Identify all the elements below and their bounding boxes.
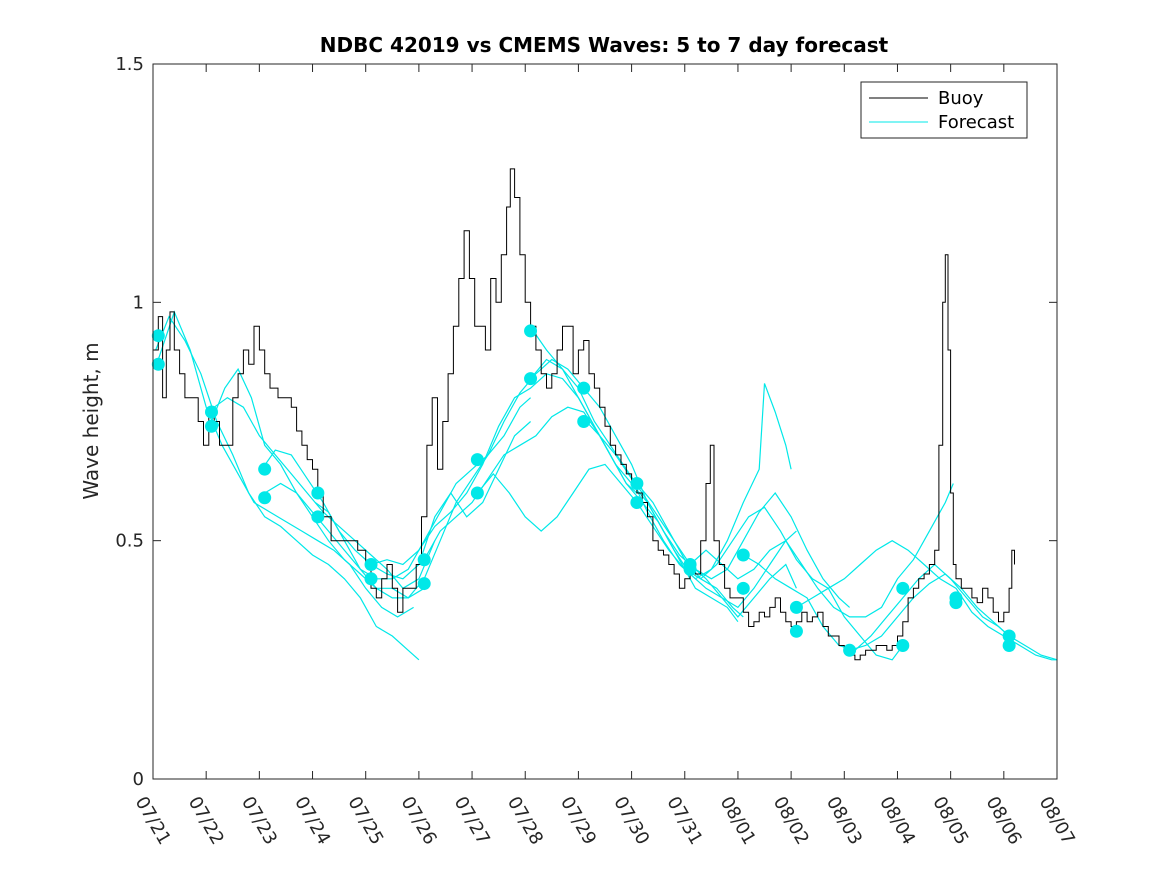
x-tick-label: 08/07	[1035, 793, 1079, 848]
forecast-marker	[417, 577, 431, 591]
forecast-marker	[524, 372, 538, 386]
x-tick-label: 07/26	[397, 793, 441, 848]
forecast-marker	[896, 581, 910, 595]
forecast-marker	[258, 462, 272, 476]
forecast-marker	[204, 419, 218, 433]
x-tick-label: 07/31	[662, 793, 706, 848]
forecast-line	[264, 397, 531, 580]
x-tick-label: 08/06	[981, 793, 1025, 848]
forecast-marker	[736, 581, 750, 595]
forecast-line	[261, 421, 531, 580]
forecast-marker	[204, 405, 218, 419]
forecast-marker	[736, 548, 750, 562]
legend-forecast-label: Forecast	[938, 112, 1014, 133]
forecast-line	[585, 383, 792, 580]
forecast-marker	[577, 381, 591, 395]
y-tick-label: 1	[133, 292, 144, 313]
forecast-marker	[630, 496, 644, 510]
x-tick-label: 07/27	[450, 793, 494, 848]
forecast-marker	[311, 486, 325, 500]
forecast-line	[476, 463, 744, 618]
chart-title: NDBC 42019 vs CMEMS Waves: 5 to 7 day fo…	[320, 33, 889, 57]
forecast-marker	[1002, 629, 1016, 643]
forecast-marker	[417, 553, 431, 567]
x-tick-label: 08/01	[716, 793, 760, 848]
forecast-line	[689, 483, 954, 618]
forecast-line	[636, 483, 904, 661]
legend-box	[860, 81, 1028, 139]
forecast-marker	[470, 453, 484, 467]
forecast-marker	[364, 558, 378, 571]
legend-buoy-label: Buoy	[938, 88, 984, 109]
x-tick-label: 07/24	[290, 793, 334, 848]
x-tick-label: 07/25	[343, 793, 387, 848]
x-tick-label: 07/30	[609, 793, 653, 848]
forecast-marker	[577, 415, 591, 428]
forecast-line	[314, 358, 585, 599]
y-axis-label: Wave height, m	[79, 342, 103, 499]
forecast-marker	[524, 324, 538, 338]
forecast-line	[157, 310, 414, 618]
forecast-marker	[364, 572, 378, 586]
forecast-line	[742, 554, 1010, 651]
x-tick-label: 07/21	[131, 793, 175, 848]
forecast-line	[796, 540, 1057, 661]
forecast-marker	[151, 357, 165, 371]
forecast-line	[155, 315, 420, 661]
x-tick-label: 07/28	[503, 793, 547, 848]
x-tick-label: 08/04	[875, 793, 919, 848]
x-tick-label: 07/23	[237, 793, 281, 848]
forecast-marker	[843, 643, 857, 657]
x-tick-label: 08/05	[928, 793, 972, 848]
y-axis: 0 0.5 1 1.5	[115, 54, 1057, 790]
y-tick-label: 0.5	[115, 531, 144, 552]
y-tick-label: 1.5	[115, 54, 144, 75]
forecast-line	[532, 330, 797, 618]
legend: Buoy Forecast	[860, 81, 1028, 139]
forecast-marker	[258, 491, 272, 505]
forecast-marker	[151, 329, 165, 343]
forecast-line	[849, 573, 1057, 661]
forecast-marker	[311, 510, 325, 524]
forecast-marker	[789, 600, 803, 614]
forecast-marker	[896, 639, 910, 653]
axes-frame	[152, 63, 1058, 780]
x-tick-label: 07/29	[556, 793, 600, 848]
forecast-line	[583, 387, 851, 608]
forecast-marker	[949, 596, 963, 610]
x-tick-label: 08/02	[769, 793, 813, 848]
plot-area	[151, 63, 1058, 780]
y-tick-label: 0	[133, 769, 144, 790]
forecast-marker	[683, 562, 697, 576]
x-tick-label: 07/22	[184, 793, 228, 848]
forecast-marker	[630, 476, 644, 490]
forecast-marker	[470, 486, 484, 500]
forecast-marker	[1002, 639, 1016, 653]
x-tick-label: 08/03	[822, 793, 866, 848]
forecast-marker	[789, 624, 803, 638]
